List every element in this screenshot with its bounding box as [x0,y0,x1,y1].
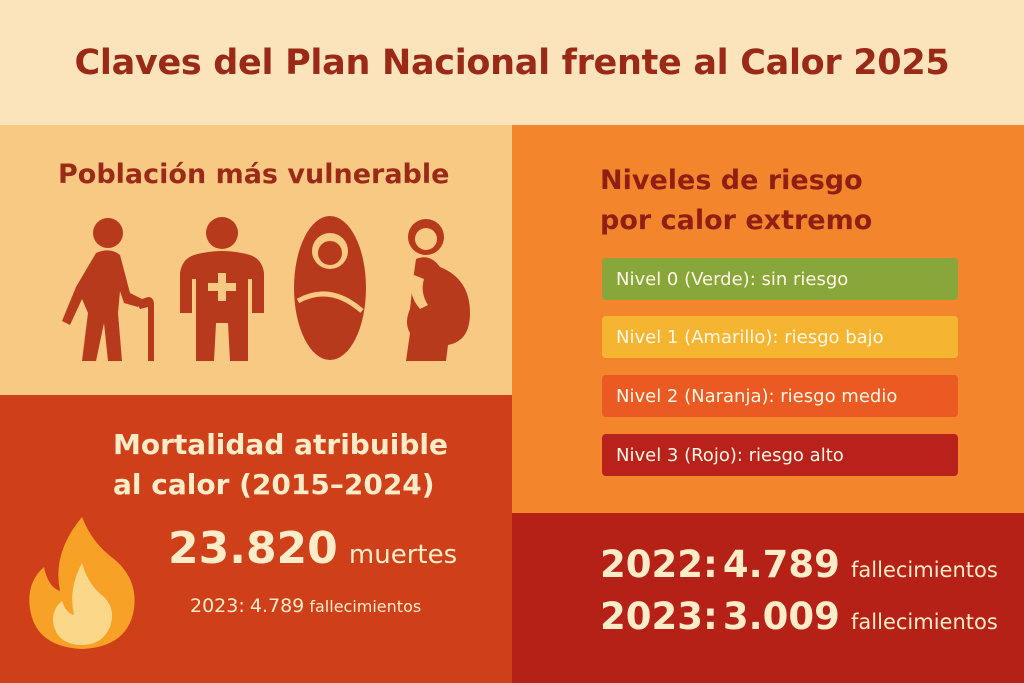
infant-icon [294,216,366,360]
risk-level-3: Nivel 3 (Rojo): riesgo alto [602,434,958,476]
total-deaths: 23.820 muertes [168,523,457,574]
risk-levels-panel: Niveles de riesgo por calor extremo Nive… [512,125,1024,513]
risk-levels-title: Niveles de riesgo por calor extremo [600,161,872,241]
header-banner: Claves del Plan Nacional frente al Calor… [0,0,1024,125]
population-icons [62,213,482,363]
yearly-row-2023: 2023: 3.009 fallecimientos [600,595,998,638]
flame-icon [29,517,135,649]
risk-level-1: Nivel 1 (Amarillo): riesgo bajo [602,316,958,358]
population-panel: Población más vulnerable [0,125,512,395]
mortality-title-line1: Mortalidad atribuible [113,428,449,461]
page-title: Claves del Plan Nacional frente al Calor… [74,42,950,83]
risk-levels-title-line2: por calor extremo [600,205,873,236]
yearly-row-2022: 2022: 4.789 fallecimientos [600,543,998,586]
chronic-patient-icon [180,217,264,361]
yearly-value: 3.009 [722,595,840,638]
yearly-unit: fallecimientos [851,610,998,634]
total-deaths-value: 23.820 [168,523,338,574]
risk-level-2: Nivel 2 (Naranja): riesgo medio [602,375,958,417]
yearly-deaths-panel: 2022: 4.789 fallecimientos 2023: 3.009 f… [512,513,1024,683]
sub-stat: 2023: 4.789 fallecimientos [190,595,421,617]
total-deaths-unit: muertes [348,540,458,570]
pregnant-woman-icon [406,219,470,361]
elderly-person-icon [62,218,154,361]
mortality-title-line2: al calor (2015–2024) [113,468,435,501]
population-title: Población más vulnerable [58,159,450,190]
yearly-value: 4.789 [722,543,840,586]
mortality-panel: Mortalidad atribuible al calor (2015–202… [0,395,512,683]
sub-stat-year: 2023: [190,595,245,617]
yearly-unit: fallecimientos [851,558,998,582]
risk-levels-title-line1: Niveles de riesgo [600,165,863,196]
yearly-year: 2022: [600,543,718,586]
mortality-title: Mortalidad atribuible al calor (2015–202… [113,425,448,505]
risk-level-0: Nivel 0 (Verde): sin riesgo [602,258,958,300]
sub-stat-unit: fallecimientos [309,597,422,616]
yearly-year: 2023: [600,595,718,638]
sub-stat-value: 4.789 [249,595,305,617]
